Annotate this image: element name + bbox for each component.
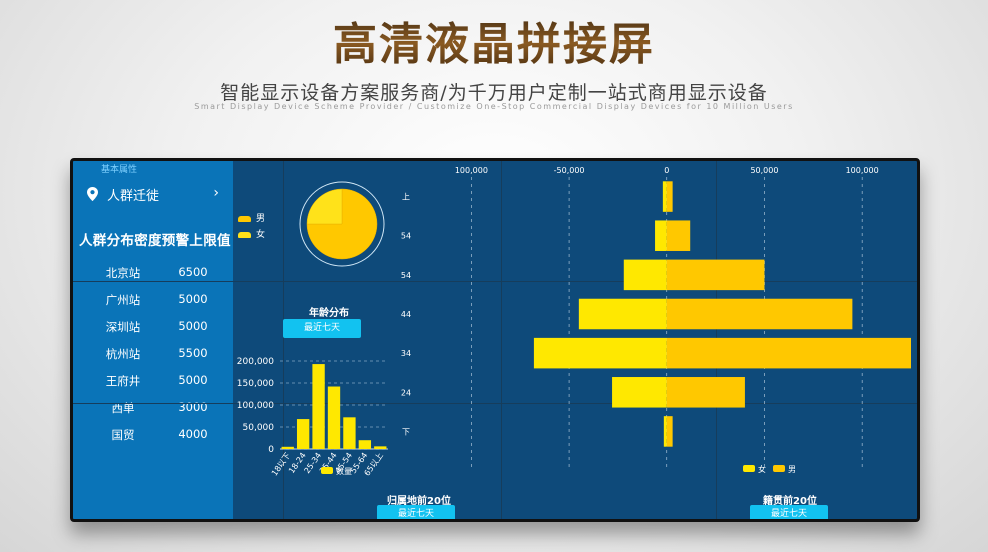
pyramid-legend-female-label: 女 bbox=[758, 464, 766, 474]
population-pyramid-chart: 100,000 -50,000 0 50,000 100,000 上 54 54 44 34 24 下… bbox=[401, 166, 911, 474]
legend-male-label: 男 bbox=[256, 214, 266, 224]
sidebar: 基本属性 人群迁徙 › 人群分布密度预警上限值 北京站 6500 广州站 5000 … bbox=[73, 161, 233, 519]
station-name: 深圳站 bbox=[105, 320, 141, 334]
crowd-migration-menu[interactable]: 人群迁徙 › bbox=[87, 185, 227, 205]
pyramid-bar bbox=[655, 220, 667, 251]
station-name: 国贸 bbox=[111, 428, 135, 442]
pyramid-y-tick: 34 bbox=[401, 349, 411, 358]
pyramid-y-tick: 24 bbox=[401, 388, 411, 397]
age-bar bbox=[358, 440, 372, 449]
pyramid-legend-male-icon bbox=[773, 465, 785, 472]
age-legend-label: 数量 bbox=[336, 466, 352, 476]
station-row[interactable]: 广州站 5000 bbox=[73, 292, 233, 319]
pyramid-bar bbox=[666, 220, 691, 251]
age-bar bbox=[343, 417, 356, 449]
pyramid-x-tick: -50,000 bbox=[554, 166, 585, 175]
station-name: 王府井 bbox=[105, 374, 141, 388]
age-bar bbox=[374, 446, 387, 449]
pyramid-x-tick: 100,000 bbox=[455, 166, 488, 175]
station-name: 广州站 bbox=[105, 293, 141, 307]
native-recent-seven-days-button[interactable]: 最近七天 bbox=[750, 505, 828, 519]
display-screen: 基本属性 人群迁徙 › 人群分布密度预警上限值 北京站 6500 广州站 5000 … bbox=[70, 158, 920, 522]
chevron-right-icon: › bbox=[213, 185, 219, 201]
pyramid-bar bbox=[662, 181, 667, 212]
gender-legend: 男 女 bbox=[238, 211, 265, 243]
pyramid-bar bbox=[666, 181, 673, 212]
age-y-tick: 100,000 bbox=[237, 401, 274, 411]
station-name: 杭州站 bbox=[105, 347, 141, 361]
station-value: 6500 bbox=[178, 265, 208, 279]
pyramid-y-tick: 44 bbox=[401, 310, 411, 319]
pyramid-bar bbox=[612, 377, 667, 408]
pyramid-bar bbox=[666, 416, 673, 447]
bezel-seam-vertical bbox=[501, 161, 502, 519]
male-legend-icon bbox=[238, 216, 251, 222]
age-bar bbox=[327, 386, 341, 449]
age-y-tick: 50,000 bbox=[243, 423, 275, 433]
pie-slice bbox=[306, 188, 378, 260]
station-value: 5000 bbox=[178, 292, 208, 306]
density-warning-title: 人群分布密度预警上限值 bbox=[79, 233, 231, 249]
bezel-seam-horizontal bbox=[73, 403, 917, 404]
age-y-tick: 0 bbox=[268, 445, 274, 455]
legend-female-label: 女 bbox=[256, 230, 266, 240]
pyramid-bar bbox=[578, 298, 667, 330]
origin-recent-seven-days-button[interactable]: 最近七天 bbox=[377, 505, 455, 519]
legend-female: 女 bbox=[238, 227, 265, 243]
subtitle: 智能显示设备方案服务商/为千万用户定制一站式商用显示设备 bbox=[220, 82, 768, 104]
crowd-migration-label: 人群迁徙 bbox=[107, 189, 160, 204]
pyramid-bar bbox=[533, 337, 667, 369]
subtitle-en: Smart Display Device Scheme Provider / C… bbox=[194, 102, 794, 111]
station-name: 西单 bbox=[111, 401, 135, 415]
age-y-tick: 200,000 bbox=[237, 357, 274, 367]
station-value: 5000 bbox=[178, 319, 208, 333]
age-bar bbox=[296, 419, 310, 449]
station-value: 5000 bbox=[178, 373, 208, 387]
pyramid-y-tick: 下 bbox=[402, 427, 410, 436]
pyramid-x-tick: 0 bbox=[664, 166, 669, 175]
pyramid-y-tick: 54 bbox=[401, 271, 411, 280]
station-list: 北京站 6500 广州站 5000 深圳站 5000 杭州站 5500 王府井 5000 … bbox=[73, 265, 233, 454]
station-value: 5500 bbox=[178, 346, 208, 360]
basic-attributes-label: 基本属性 bbox=[101, 165, 138, 175]
station-row[interactable]: 王府井 5000 bbox=[73, 373, 233, 400]
origin-top20-title: 归属地前20位 bbox=[387, 496, 451, 507]
station-value: 4000 bbox=[178, 427, 208, 441]
legend-male: 男 bbox=[238, 211, 265, 227]
station-row[interactable]: 国贸 4000 bbox=[73, 427, 233, 454]
age-y-tick: 150,000 bbox=[237, 379, 274, 389]
age-bar bbox=[312, 364, 325, 449]
pyramid-legend-female-icon bbox=[743, 465, 755, 472]
age-recent-seven-days-button[interactable]: 最近七天 bbox=[283, 319, 361, 338]
pyramid-bar bbox=[666, 337, 911, 369]
gender-pie-chart bbox=[299, 181, 385, 267]
pyramid-x-tick: 100,000 bbox=[846, 166, 879, 175]
station-name: 北京站 bbox=[105, 266, 141, 280]
bezel-seam-vertical bbox=[283, 161, 284, 519]
pyramid-y-tick: 上 bbox=[402, 193, 410, 202]
main-title: 高清液晶拼接屏 bbox=[0, 8, 988, 72]
pyramid-legend-male-label: 男 bbox=[788, 465, 796, 474]
location-pin-icon bbox=[87, 187, 98, 201]
age-bar-chart: 050,000100,000150,000200,00018以下18-2425-… bbox=[237, 357, 388, 478]
pyramid-x-tick: 50,000 bbox=[750, 166, 778, 175]
pyramid-y-tick: 54 bbox=[401, 232, 411, 241]
pyramid-bar bbox=[663, 416, 667, 447]
station-row[interactable]: 杭州站 5500 bbox=[73, 346, 233, 373]
pyramid-bar bbox=[623, 259, 667, 291]
station-row[interactable]: 深圳站 5000 bbox=[73, 319, 233, 346]
station-row[interactable]: 西单 3000 bbox=[73, 400, 233, 427]
age-bar bbox=[281, 446, 294, 449]
pyramid-bar bbox=[666, 259, 765, 291]
bezel-seam-horizontal bbox=[73, 281, 917, 282]
age-distribution-title: 年龄分布 bbox=[309, 308, 349, 319]
station-row[interactable]: 北京站 6500 bbox=[73, 265, 233, 292]
age-legend-icon bbox=[321, 467, 333, 474]
native-top20-title: 籍贯前20位 bbox=[763, 496, 817, 507]
pyramid-bar bbox=[666, 377, 745, 408]
pyramid-bar bbox=[666, 298, 853, 330]
pie-outer-ring bbox=[299, 181, 385, 267]
female-legend-icon bbox=[238, 232, 251, 238]
pie-slice bbox=[306, 188, 343, 225]
